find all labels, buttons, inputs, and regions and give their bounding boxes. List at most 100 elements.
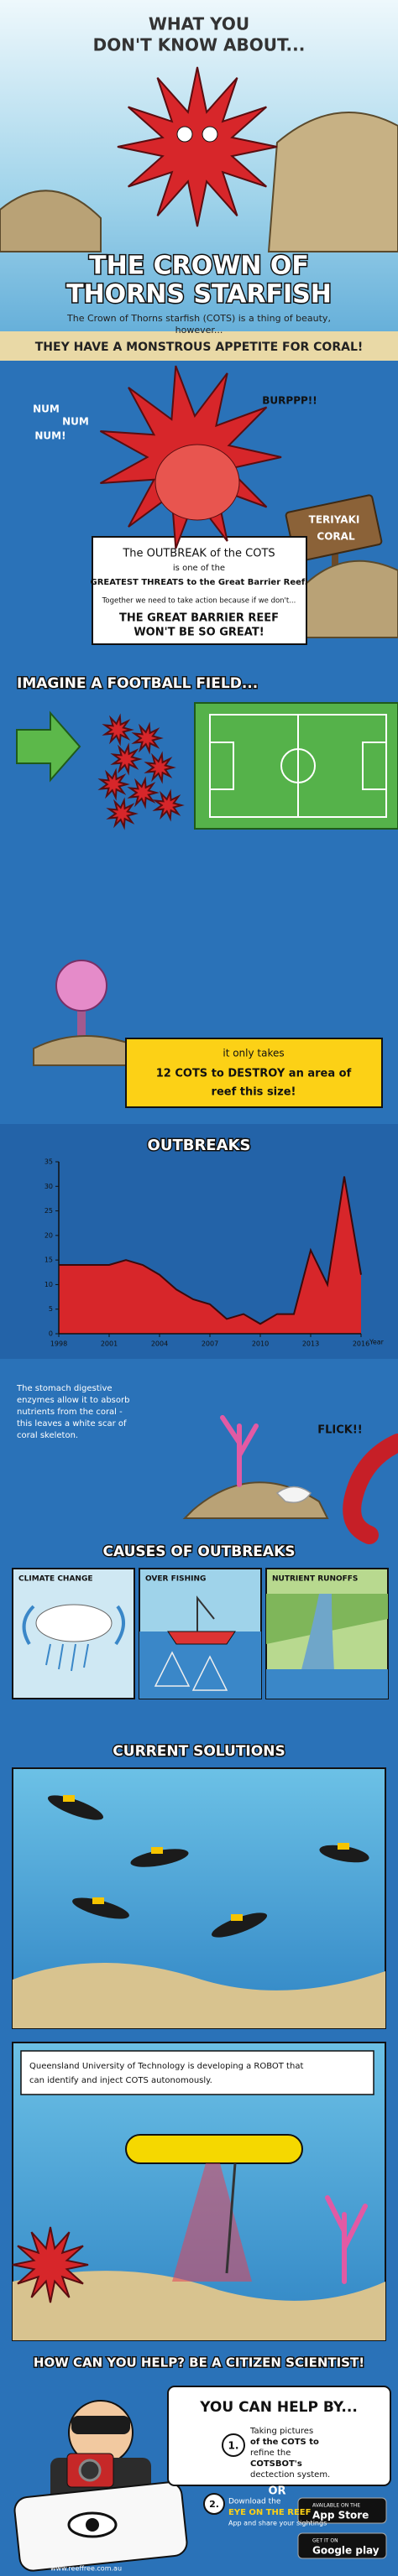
section-heading: IMAGINE A FOOTBALL FIELD... bbox=[17, 675, 258, 692]
y-tick-label: 5 bbox=[49, 1305, 53, 1313]
intro-text: however... bbox=[175, 325, 223, 336]
arrow bbox=[16, 710, 81, 783]
website: www.reeffree.com.au bbox=[50, 2565, 122, 2573]
digestion-text: The stomach digestive bbox=[16, 1384, 113, 1393]
speech-bubble bbox=[167, 2386, 391, 2486]
note-text: it only takes bbox=[223, 1048, 284, 1059]
sign-post bbox=[332, 528, 338, 596]
field-lines bbox=[209, 714, 387, 818]
sound-effect: NUM bbox=[33, 403, 60, 415]
starfish-illustration bbox=[12, 2226, 89, 2303]
starfish-eye bbox=[176, 126, 193, 143]
sand bbox=[0, 331, 398, 361]
digestion-text: enzymes allow it to absorb bbox=[17, 1396, 129, 1405]
intro-text: The Crown of Thorns starfish (COTS) is a… bbox=[66, 313, 331, 324]
digestion-text: this leaves a white scar of bbox=[17, 1419, 127, 1429]
threat-text: The OUTBREAK of the COTS bbox=[122, 548, 275, 560]
step-badge bbox=[222, 2433, 245, 2457]
threat-text: Together we need to take action because … bbox=[102, 597, 296, 606]
section-heading: CAUSES OF OUTBREAKS bbox=[102, 1543, 295, 1560]
step-text: Download the bbox=[228, 2498, 281, 2506]
robot-text: Queensland University of Technology is d… bbox=[29, 2062, 303, 2071]
rock bbox=[284, 559, 398, 638]
threat-text: WON'T BE SO GREAT! bbox=[134, 627, 264, 639]
football-field bbox=[194, 702, 398, 830]
step-text: EYE ON THE REEF bbox=[228, 2508, 311, 2517]
cause-panels bbox=[12, 1568, 389, 1699]
section-heading: CURRENT SOLUTIONS bbox=[113, 1743, 285, 1760]
starfish-illustration bbox=[127, 776, 160, 809]
y-tick-label: 35 bbox=[45, 1158, 53, 1166]
starfish-illustration bbox=[102, 713, 134, 747]
badge-text: GET IT ON bbox=[312, 2538, 338, 2544]
starfish-illustration bbox=[97, 768, 130, 801]
step-text: COTSBOT's bbox=[250, 2459, 302, 2469]
threat-text: is one of the bbox=[173, 564, 225, 573]
note-text: reef this size! bbox=[212, 1086, 296, 1099]
digestion-illustration bbox=[182, 1415, 398, 1544]
digestion-text: coral skeleton. bbox=[17, 1431, 78, 1440]
google-play-badge[interactable] bbox=[297, 2532, 387, 2559]
panel-label: OVER FISHING bbox=[145, 1575, 206, 1584]
y-tick-label: 25 bbox=[45, 1207, 53, 1215]
x-tick-label: 2016 bbox=[353, 1340, 369, 1348]
x-axis-label: Year bbox=[369, 1339, 385, 1346]
threat-box bbox=[92, 536, 307, 645]
panel-label: NUTRIENT RUNOFFS bbox=[272, 1575, 358, 1584]
step-text: Taking pictures bbox=[249, 2427, 313, 2436]
step-number: 1. bbox=[228, 2440, 239, 2452]
y-tick-label: 0 bbox=[49, 1330, 53, 1338]
step-number: 2. bbox=[209, 2499, 219, 2510]
rock bbox=[267, 112, 398, 252]
starfish-belly bbox=[154, 444, 240, 521]
badge-text: AVAILABLE ON THE bbox=[312, 2503, 360, 2509]
help-lead: YOU CAN HELP BY... bbox=[199, 2399, 358, 2416]
badge-text: Google play bbox=[312, 2545, 380, 2557]
step-text: refine the bbox=[250, 2449, 291, 2458]
robot-text: can identify and inject COTS autonomousl… bbox=[29, 2076, 212, 2085]
y-tick-label: 30 bbox=[45, 1183, 53, 1190]
note-text: 12 COTS to DESTROY an area of bbox=[156, 1068, 352, 1080]
area-line bbox=[59, 1176, 362, 1325]
app-store-badge[interactable] bbox=[297, 2497, 387, 2524]
threat-text: THE GREAT BARRIER REEF bbox=[119, 612, 279, 625]
main-title: THE CROWN OF bbox=[89, 252, 309, 281]
starfish-illustration bbox=[110, 742, 143, 776]
rock bbox=[0, 190, 102, 252]
y-tick-label: 15 bbox=[45, 1257, 53, 1264]
main-title: THORNS STARFISH bbox=[66, 280, 332, 310]
starfish-illustration bbox=[144, 751, 176, 784]
area-fill bbox=[59, 1176, 361, 1334]
digestion-text: nutrients from the coral - bbox=[17, 1408, 123, 1417]
x-tick-label: 2007 bbox=[202, 1340, 218, 1348]
sound-effect: NUM! bbox=[34, 430, 65, 442]
y-tick-label: 20 bbox=[45, 1231, 53, 1239]
sound-effect: NUM bbox=[62, 416, 89, 428]
starfish-illustration bbox=[117, 66, 278, 227]
starfish-illustration bbox=[152, 788, 185, 822]
y-tick-label: 10 bbox=[45, 1281, 53, 1288]
divers-panel bbox=[12, 1767, 386, 2029]
pretitle: WHAT YOU bbox=[149, 14, 249, 34]
pretitle: DON'T KNOW ABOUT... bbox=[93, 35, 306, 55]
x-tick-label: 2004 bbox=[151, 1340, 168, 1348]
step-badge bbox=[203, 2493, 225, 2515]
badge-text: App Store bbox=[312, 2510, 369, 2521]
sign-text: CORAL bbox=[317, 531, 355, 543]
tagline: THEY HAVE A MONSTROUS APPETITE FOR CORAL… bbox=[35, 341, 364, 354]
section-heading: HOW CAN YOU HELP? BE A CITIZEN SCIENTIST… bbox=[34, 2355, 364, 2370]
or-text: OR bbox=[268, 2485, 285, 2498]
x-tick-label: 2010 bbox=[252, 1340, 269, 1348]
step-text: dectection system. bbox=[250, 2470, 330, 2480]
sign-text: TERIYAKI bbox=[309, 514, 360, 526]
step-text: of the COTS to bbox=[250, 2438, 319, 2447]
x-tick-label: 2013 bbox=[302, 1340, 319, 1348]
sound-effect: FLICK!! bbox=[317, 1424, 362, 1437]
sound-effect: BURPPP!! bbox=[262, 395, 317, 407]
panel-label: CLIMATE CHANGE bbox=[18, 1575, 93, 1584]
help-illustration bbox=[13, 2400, 188, 2572]
starfish-illustration bbox=[106, 797, 139, 830]
threat-text: GREATEST THREATS to the Great Barrier Re… bbox=[91, 578, 308, 587]
x-tick-label: 2001 bbox=[101, 1340, 118, 1348]
